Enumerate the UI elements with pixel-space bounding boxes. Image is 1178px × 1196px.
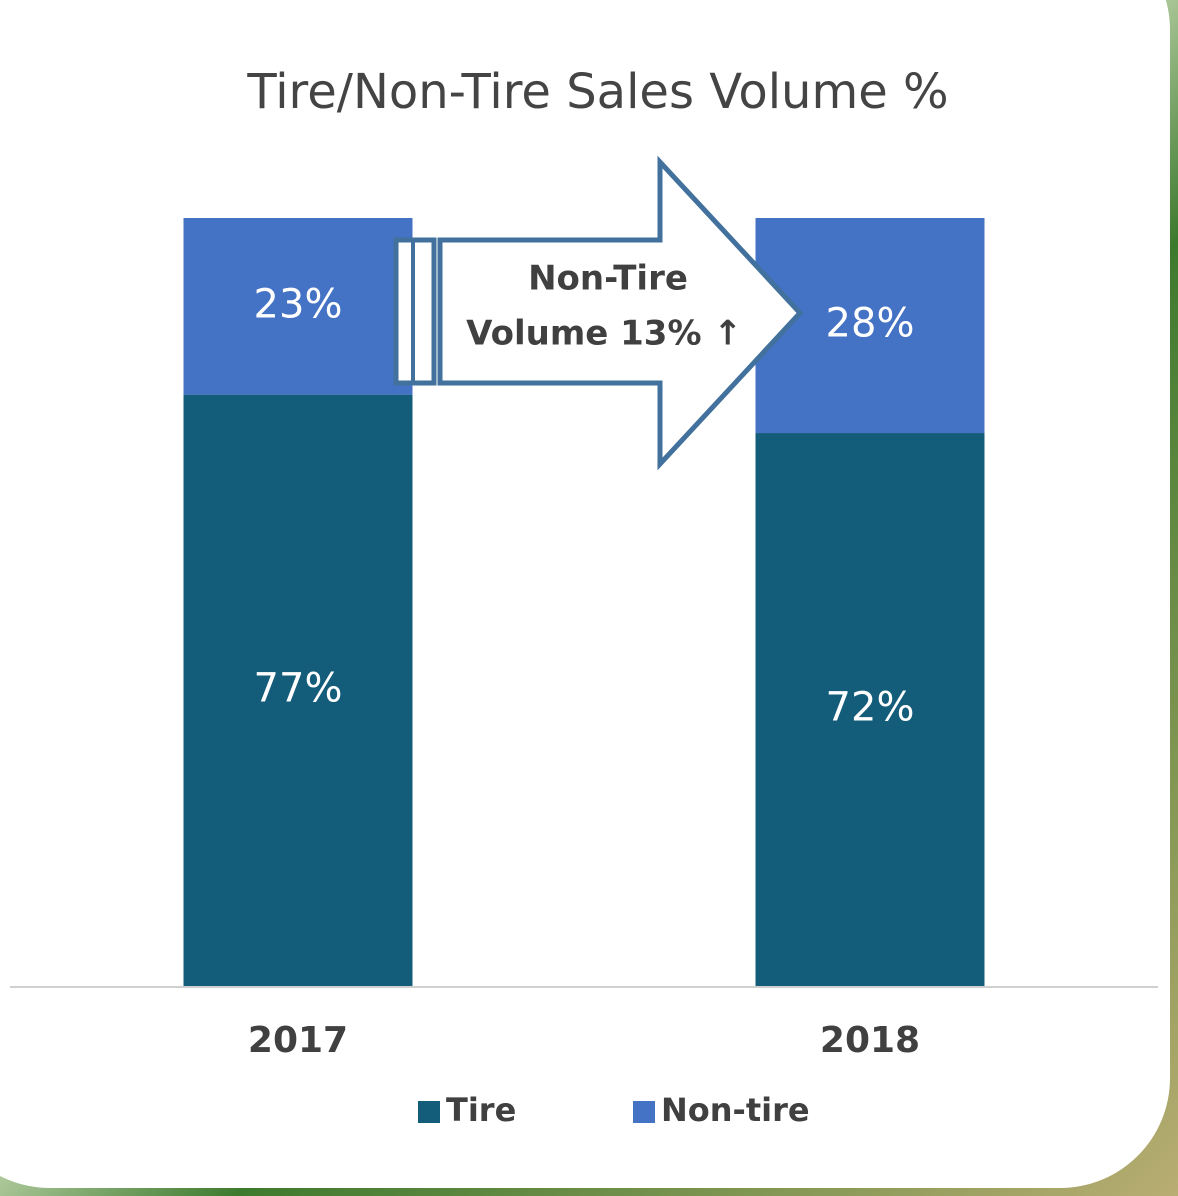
bar-segment	[755, 218, 985, 434]
data-label: 28%	[826, 301, 915, 347]
legend-swatch	[633, 1101, 655, 1123]
data-label: 72%	[826, 685, 915, 731]
chart-title: Tire/Non-Tire Sales Volume %	[246, 64, 948, 120]
x-tick-label: 2017	[248, 1020, 348, 1061]
data-label: 77%	[254, 665, 343, 711]
bar-segment	[183, 218, 413, 395]
legend-swatch	[418, 1101, 440, 1123]
arrow-body	[437, 155, 804, 471]
bar-segment	[755, 433, 985, 986]
annotation: Non-Tire	[528, 259, 688, 299]
bar-segment	[183, 394, 413, 986]
x-tick-label: 2018	[820, 1020, 920, 1061]
annotation: Volume 13% ↑	[466, 314, 742, 354]
legend-label: Tire	[446, 1091, 516, 1129]
arrow: Non-Tire Volume 13% ↑	[393, 155, 804, 471]
marks	[183, 218, 985, 986]
data-label: 23%	[254, 281, 343, 327]
legend-label: Non-tire	[661, 1091, 810, 1129]
